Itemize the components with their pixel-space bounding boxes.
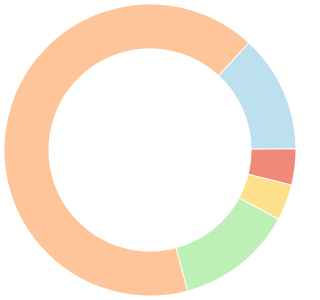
chart bbox=[3, 3, 297, 297]
donut-slice bbox=[3, 3, 250, 297]
donut-slice bbox=[175, 197, 280, 292]
page: {"chart_data": {"type": "donut", "values… bbox=[3, 3, 297, 297]
